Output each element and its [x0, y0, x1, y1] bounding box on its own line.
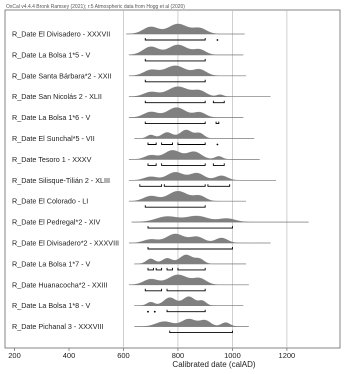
row-label: R_Date Silisque-Tilián 2 - XLIII — [12, 176, 110, 185]
hpd-range-bracket — [169, 330, 233, 334]
chart-header: OxCal v4.4.4 Bronk Ramsey (2021); r:5 At… — [6, 4, 185, 10]
row-label: R_Date La Bolsa 1*8 - V — [12, 301, 91, 310]
hpd-point — [147, 310, 149, 313]
hpd-point — [153, 310, 156, 313]
probability-distribution — [128, 274, 249, 285]
row-label: R_Date Tesoro 1 - XXXV — [12, 155, 92, 164]
date-row: R_Date La Bolsa 1*5 - V — [12, 44, 244, 62]
row-label: R_Date La Bolsa 1*6 - V — [12, 113, 91, 122]
date-row: R_Date Silisque-Tilián 2 - XLIII — [12, 172, 276, 187]
hpd-point — [216, 39, 219, 41]
hpd-point — [216, 143, 219, 146]
hpd-range-bracket — [212, 100, 225, 104]
date-row: R_Date El Divisadero*2 - XXXVIII — [12, 233, 271, 250]
date-row: R_Date El Divisadero - XXXVII — [12, 23, 245, 41]
hpd-range-bracket — [207, 184, 231, 187]
probability-distribution — [126, 23, 245, 35]
hpd-range-bracket — [144, 288, 163, 292]
date-row: R_Date San Nicolás 2 - XLII — [12, 86, 271, 104]
hpd-range-bracket — [215, 121, 220, 125]
hpd-range-bracket — [166, 288, 206, 292]
probability-distribution — [128, 150, 260, 160]
row-label: R_Date Huanacocha*2 - XXIII — [12, 280, 108, 289]
hpd-range-bracket — [161, 142, 173, 145]
probability-distribution — [134, 296, 244, 306]
probability-distribution — [131, 215, 309, 223]
probability-distribution — [134, 254, 247, 265]
hpd-range-bracket — [147, 163, 157, 166]
hpd-range-bracket — [166, 309, 206, 313]
hpd-range-bracket — [144, 121, 206, 125]
x-tick-label: 400 — [63, 351, 76, 360]
date-row: R_Date El Sunchal*5 - VII — [12, 129, 255, 146]
date-row: R_Date El Pedregal*2 - XIV — [12, 215, 309, 229]
row-label: R_Date El Sunchal*5 - VII — [12, 134, 95, 143]
x-tick-label: 200 — [8, 351, 21, 360]
plot-frame — [4, 9, 341, 349]
hpd-range-bracket — [139, 184, 163, 187]
row-label: R_Date La Bolsa 1*7 - V — [12, 259, 91, 268]
probability-distribution — [134, 129, 255, 139]
hpd-range-bracket — [147, 247, 233, 250]
date-row: R_Date La Bolsa 1*7 - V — [12, 254, 247, 271]
hpd-range-bracket — [144, 79, 206, 83]
hpd-range-bracket — [147, 142, 157, 145]
probability-distribution — [128, 86, 271, 97]
hpd-range-bracket — [155, 267, 163, 271]
probability-distribution — [128, 44, 244, 56]
x-axis-label: Calibrated date (calAD) — [172, 360, 255, 369]
probability-distribution — [128, 107, 244, 118]
x-axis: 200 400 600 800 1000 1200 — [8, 348, 295, 360]
probability-distribution — [128, 191, 247, 202]
x-tick-label: 1000 — [224, 351, 241, 360]
hpd-range-bracket — [147, 267, 154, 271]
hpd-range-bracket — [166, 267, 173, 271]
row-label: R_Date Santa Bárbara*2 - XXII — [12, 71, 111, 80]
probability-distribution — [128, 233, 271, 244]
x-tick-label: 1200 — [279, 351, 296, 360]
row-label: R_Date La Bolsa 1*5 - V — [12, 50, 91, 59]
row-label: R_Date El Colorado - LI — [12, 197, 88, 206]
hpd-range-bracket — [212, 163, 225, 166]
date-rows: R_Date El Divisadero - XXXVII R_Date La B… — [12, 23, 309, 334]
hpd-range-bracket — [144, 38, 206, 41]
row-label: R_Date San Nicolás 2 - XLII — [12, 92, 102, 101]
hpd-range-bracket — [163, 184, 206, 187]
row-label: R_Date El Divisadero - XXXVII — [12, 30, 110, 39]
x-tick-label: 600 — [117, 351, 130, 360]
date-row: R_Date Huanacocha*2 - XXIII — [12, 274, 249, 292]
hpd-range-bracket — [147, 226, 233, 229]
row-label: R_Date El Pedregal*2 - XIV — [12, 218, 100, 227]
date-row: R_Date El Colorado - LI — [12, 191, 247, 208]
hpd-range-bracket — [177, 142, 206, 145]
date-row: R_Date La Bolsa 1*6 - V — [12, 107, 244, 125]
hpd-range-bracket — [161, 163, 206, 166]
probability-distribution — [128, 65, 247, 76]
date-row: R_Date La Bolsa 1*8 - V — [12, 296, 244, 313]
row-label: R_Date Pichanal 3 - XXXVIII — [12, 322, 104, 331]
probability-distribution — [134, 318, 249, 327]
row-label: R_Date El Divisadero*2 - XXXVIII — [12, 239, 119, 248]
probability-distribution — [128, 172, 276, 181]
date-row: R_Date Santa Bárbara*2 - XXII — [12, 65, 247, 83]
hpd-range-bracket — [144, 58, 206, 62]
hpd-range-bracket — [144, 205, 206, 208]
x-tick-label: 800 — [172, 351, 185, 360]
date-row: R_Date Pichanal 3 - XXXVIII — [12, 318, 249, 334]
hpd-range-bracket — [177, 267, 206, 271]
hpd-range-bracket — [144, 100, 206, 104]
date-row: R_Date Tesoro 1 - XXXV — [12, 150, 260, 166]
